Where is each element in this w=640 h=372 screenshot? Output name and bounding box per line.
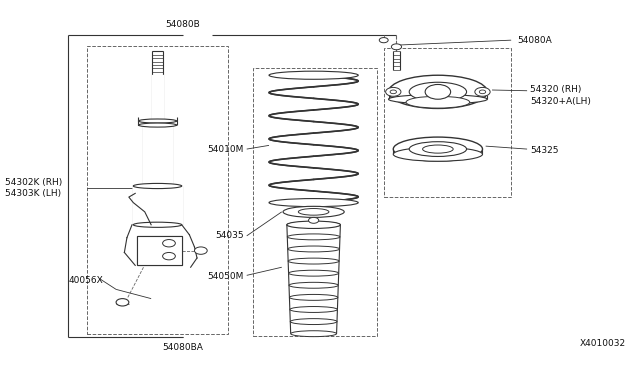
Ellipse shape bbox=[138, 119, 177, 123]
Ellipse shape bbox=[288, 246, 340, 252]
Ellipse shape bbox=[283, 206, 344, 217]
Text: 54035: 54035 bbox=[215, 231, 244, 240]
Circle shape bbox=[425, 84, 451, 99]
Circle shape bbox=[479, 90, 486, 94]
Bar bbox=[137, 236, 182, 265]
Ellipse shape bbox=[388, 94, 487, 104]
Ellipse shape bbox=[289, 294, 338, 300]
Text: 54050M: 54050M bbox=[207, 272, 244, 281]
Ellipse shape bbox=[287, 222, 340, 228]
Text: 54302K (RH)
54303K (LH): 54302K (RH) 54303K (LH) bbox=[4, 178, 62, 198]
Circle shape bbox=[386, 87, 401, 96]
Ellipse shape bbox=[138, 123, 177, 127]
Circle shape bbox=[163, 253, 175, 260]
Ellipse shape bbox=[269, 71, 358, 79]
Ellipse shape bbox=[289, 270, 339, 276]
Text: 54080B: 54080B bbox=[166, 20, 200, 29]
Ellipse shape bbox=[298, 209, 329, 215]
Circle shape bbox=[392, 44, 401, 50]
Text: 54325: 54325 bbox=[531, 147, 559, 155]
Ellipse shape bbox=[409, 82, 467, 102]
Bar bbox=[253, 68, 378, 336]
Ellipse shape bbox=[290, 307, 337, 312]
Ellipse shape bbox=[143, 184, 172, 188]
Text: 54010M: 54010M bbox=[207, 145, 244, 154]
Ellipse shape bbox=[133, 222, 182, 227]
Circle shape bbox=[308, 217, 319, 223]
Ellipse shape bbox=[287, 221, 340, 228]
Ellipse shape bbox=[291, 319, 337, 324]
Text: X4010032: X4010032 bbox=[580, 340, 626, 349]
Circle shape bbox=[195, 247, 207, 254]
Circle shape bbox=[116, 299, 129, 306]
Ellipse shape bbox=[133, 183, 182, 189]
Bar bbox=[384, 48, 511, 197]
Ellipse shape bbox=[287, 234, 340, 240]
Bar bbox=[88, 46, 228, 334]
Ellipse shape bbox=[422, 145, 453, 153]
Ellipse shape bbox=[394, 137, 483, 161]
Ellipse shape bbox=[394, 147, 483, 161]
Ellipse shape bbox=[289, 282, 339, 288]
Ellipse shape bbox=[291, 331, 337, 337]
Circle shape bbox=[475, 87, 490, 96]
Text: 54080BA: 54080BA bbox=[163, 343, 204, 352]
Circle shape bbox=[163, 240, 175, 247]
Ellipse shape bbox=[269, 199, 358, 207]
Circle shape bbox=[380, 38, 388, 43]
Circle shape bbox=[390, 90, 396, 94]
Ellipse shape bbox=[388, 75, 487, 109]
Ellipse shape bbox=[409, 142, 467, 157]
Text: 54080A: 54080A bbox=[518, 36, 552, 45]
Ellipse shape bbox=[406, 96, 470, 108]
Text: 40056X: 40056X bbox=[68, 276, 103, 285]
Text: 54320 (RH)
54320+A(LH): 54320 (RH) 54320+A(LH) bbox=[531, 86, 591, 106]
Ellipse shape bbox=[288, 258, 339, 264]
